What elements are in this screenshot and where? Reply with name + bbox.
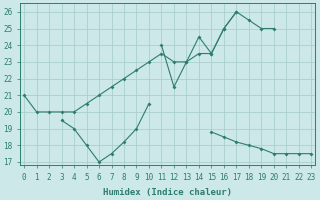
X-axis label: Humidex (Indice chaleur): Humidex (Indice chaleur) — [103, 188, 232, 197]
